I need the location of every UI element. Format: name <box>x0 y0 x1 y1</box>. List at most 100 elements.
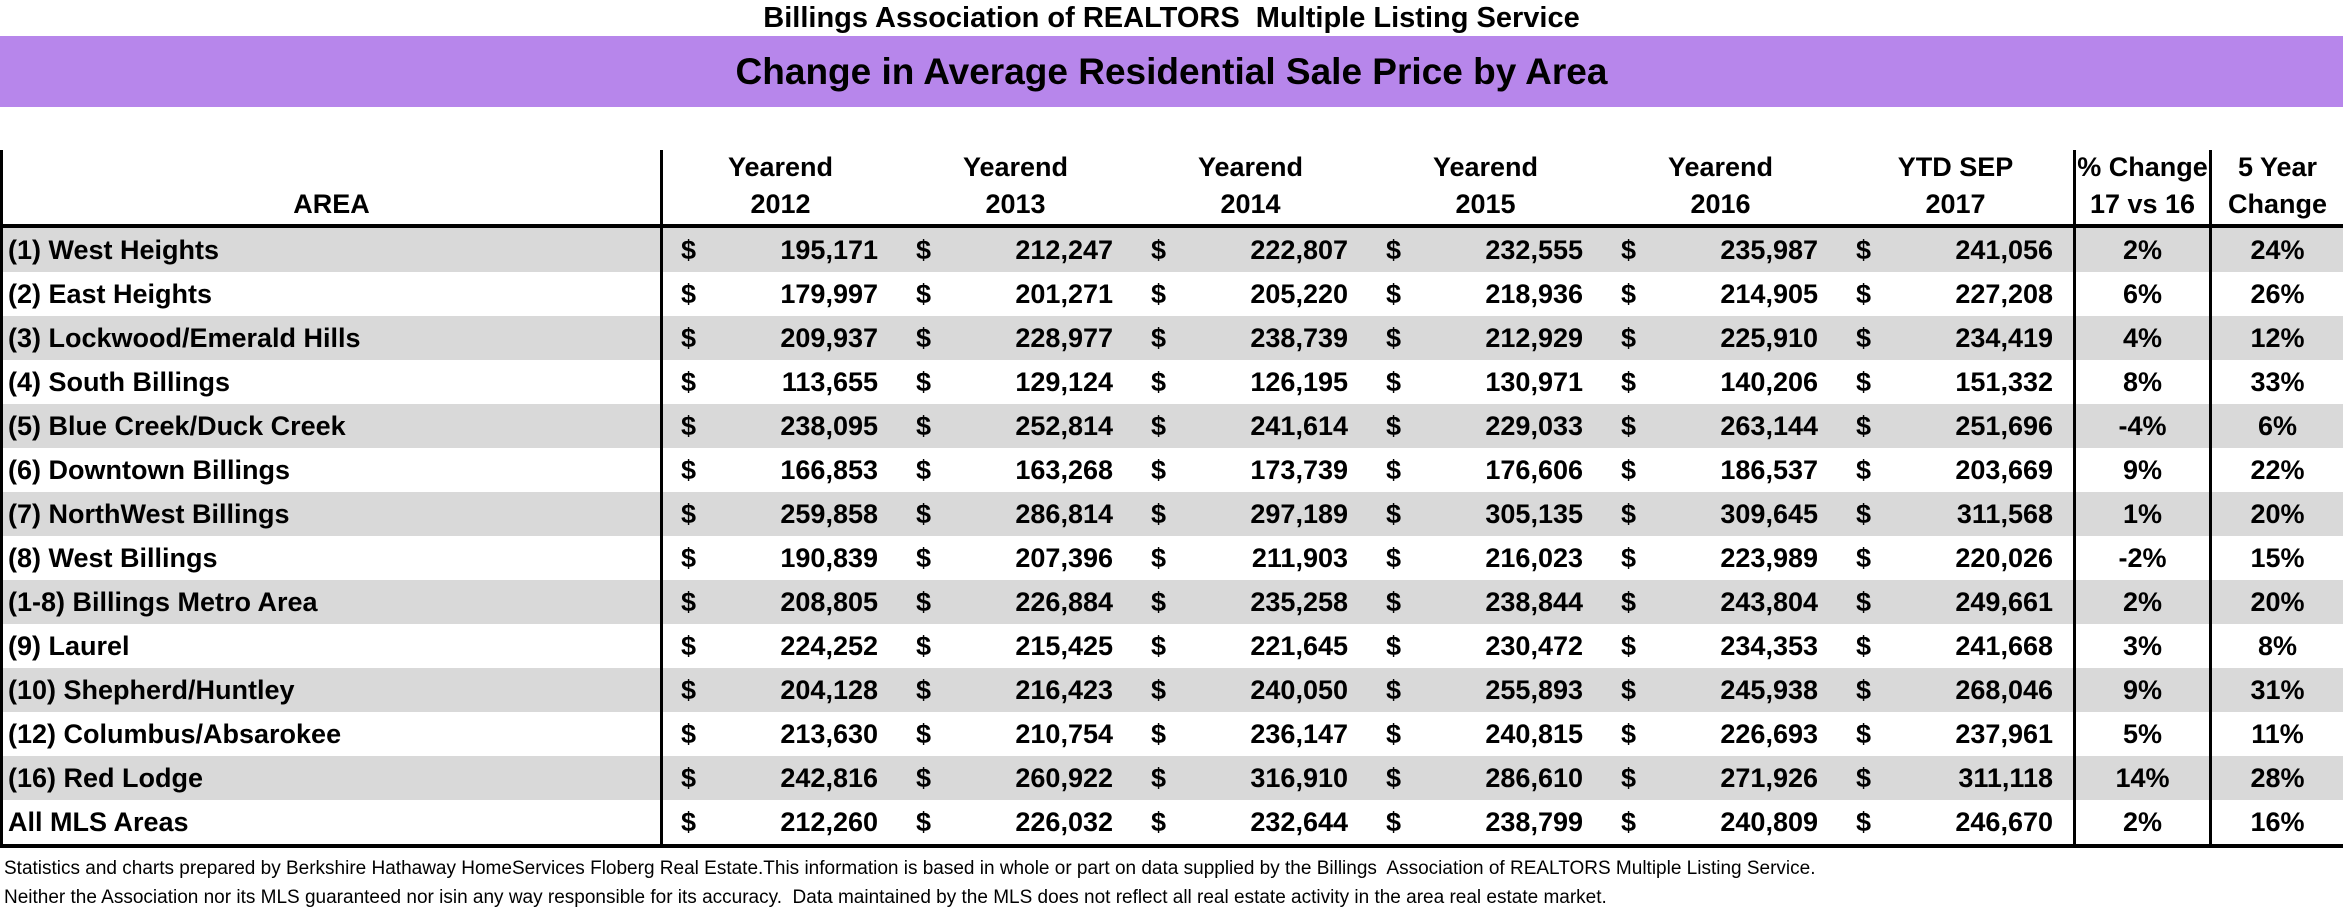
price-cell: $129,124 <box>898 360 1133 404</box>
price-cell: $235,258 <box>1133 580 1368 624</box>
dollar-sign: $ <box>1621 498 1637 529</box>
price-value: 190,839 <box>780 542 878 573</box>
price-value: 204,128 <box>780 674 878 705</box>
five-year-change-value: 22% <box>2250 455 2305 485</box>
five-year-change-value: 24% <box>2250 235 2305 265</box>
dollar-sign: $ <box>1151 542 1167 573</box>
header-line2: 2016 <box>1690 189 1751 219</box>
dollar-sign: $ <box>1856 454 1872 485</box>
price-value: 213,630 <box>780 718 878 749</box>
price-cell: $204,128 <box>663 668 898 712</box>
price-value: 126,195 <box>1250 366 1348 397</box>
dollar-sign: $ <box>916 410 932 441</box>
price-value: 207,396 <box>1015 542 1113 573</box>
dollar-sign: $ <box>1151 718 1167 749</box>
price-cell: $234,353 <box>1603 624 1838 668</box>
header-line1: YTD SEP <box>1897 152 2014 182</box>
price-value: 211,903 <box>1251 542 1348 573</box>
five-year-change-value: 31% <box>2250 675 2305 705</box>
dollar-sign: $ <box>1151 322 1167 353</box>
header-line2: 2013 <box>985 189 1046 219</box>
header-line1: 5 Year <box>2237 152 2318 182</box>
price-value: 227,208 <box>1955 278 2053 309</box>
dollar-sign: $ <box>1151 410 1167 441</box>
column-header-pct-change: % Change 17 vs 16 <box>2073 150 2212 224</box>
price-value: 234,353 <box>1720 630 1818 661</box>
price-cell: $242,816 <box>663 756 898 800</box>
spacer <box>0 107 2343 150</box>
dollar-sign: $ <box>916 674 932 705</box>
price-value: 238,844 <box>1485 586 1583 617</box>
price-cell: $263,144 <box>1603 404 1838 448</box>
five-year-change-value: 6% <box>2257 411 2298 441</box>
dollar-sign: $ <box>1621 278 1637 309</box>
column-header-five-year-change: 5 Year Change <box>2212 150 2343 224</box>
price-cell: $249,661 <box>1838 580 2073 624</box>
dollar-sign: $ <box>1386 322 1402 353</box>
price-cell: $214,905 <box>1603 272 1838 316</box>
price-value: 129,124 <box>1015 366 1113 397</box>
price-value: 232,644 <box>1250 806 1348 837</box>
price-cell: $176,606 <box>1368 448 1603 492</box>
dollar-sign: $ <box>1856 762 1872 793</box>
dollar-sign: $ <box>1386 718 1402 749</box>
price-cell: $163,268 <box>898 448 1133 492</box>
price-value: 243,804 <box>1720 586 1818 617</box>
price-value: 212,929 <box>1485 322 1583 353</box>
price-cell: $230,472 <box>1368 624 1603 668</box>
pct-change-value: 4% <box>2073 316 2212 360</box>
dollar-sign: $ <box>916 454 932 485</box>
price-cell: $212,247 <box>898 228 1133 272</box>
price-value: 220,026 <box>1955 542 2053 573</box>
price-value: 203,669 <box>1955 454 2053 485</box>
pct-change-value: 2% <box>2073 228 2212 272</box>
table-row: (3) Lockwood/Emerald Hills $209,937 $228,9… <box>3 316 2343 360</box>
dollar-sign: $ <box>1621 410 1637 441</box>
dollar-sign: $ <box>681 586 697 617</box>
price-value: 176,606 <box>1485 454 1583 485</box>
price-value: 209,937 <box>780 322 878 353</box>
price-cell: $297,189 <box>1133 492 1368 536</box>
dollar-sign: $ <box>1856 366 1872 397</box>
dollar-sign: $ <box>1151 498 1167 529</box>
price-value: 260,922 <box>1015 762 1113 793</box>
price-value: 232,555 <box>1485 234 1583 265</box>
area-name: (6) Downtown Billings <box>3 448 663 492</box>
table-row: (6) Downtown Billings $166,853 $163,268 $17… <box>3 448 2343 492</box>
price-cell: $238,095 <box>663 404 898 448</box>
price-cell: $226,884 <box>898 580 1133 624</box>
dollar-sign: $ <box>1621 454 1637 485</box>
price-cell: $235,987 <box>1603 228 1838 272</box>
price-value: 186,537 <box>1720 454 1818 485</box>
column-header-yearend-2014: Yearend 2014 <box>1133 150 1368 224</box>
price-cell: $227,208 <box>1838 272 2073 316</box>
price-cell: $238,739 <box>1133 316 1368 360</box>
dollar-sign: $ <box>1621 762 1637 793</box>
price-cell: $311,118 <box>1838 756 2073 800</box>
pct-change-value: 5% <box>2073 712 2212 756</box>
price-cell: $234,419 <box>1838 316 2073 360</box>
price-value: 205,220 <box>1250 278 1348 309</box>
price-cell: $255,893 <box>1368 668 1603 712</box>
price-cell: $173,739 <box>1133 448 1368 492</box>
area-name: (8) West Billings <box>3 536 663 580</box>
dollar-sign: $ <box>1386 586 1402 617</box>
five-year-change-value: 15% <box>2250 543 2305 573</box>
dollar-sign: $ <box>1856 278 1872 309</box>
table-row: (8) West Billings $190,839 $207,396 $211,90… <box>3 536 2343 580</box>
column-header-yearend-2012: Yearend 2012 <box>663 150 898 224</box>
price-cell: $113,655 <box>663 360 898 404</box>
price-value: 305,135 <box>1485 498 1583 529</box>
price-cell: $286,814 <box>898 492 1133 536</box>
table-row: (16) Red Lodge $242,816 $260,922 $316,910 $2… <box>3 756 2343 800</box>
table-row: (1-8) Billings Metro Area $208,805 $226,88… <box>3 580 2343 624</box>
header-line2: 2012 <box>750 189 811 219</box>
five-year-change-value: 11% <box>2251 719 2304 749</box>
price-value: 311,568 <box>1956 498 2053 529</box>
column-header-yearend-2016: Yearend 2016 <box>1603 150 1838 224</box>
price-value: 235,258 <box>1250 586 1348 617</box>
price-value: 222,807 <box>1250 234 1348 265</box>
price-value: 130,971 <box>1485 366 1583 397</box>
dollar-sign: $ <box>916 630 932 661</box>
price-value: 259,858 <box>780 498 878 529</box>
